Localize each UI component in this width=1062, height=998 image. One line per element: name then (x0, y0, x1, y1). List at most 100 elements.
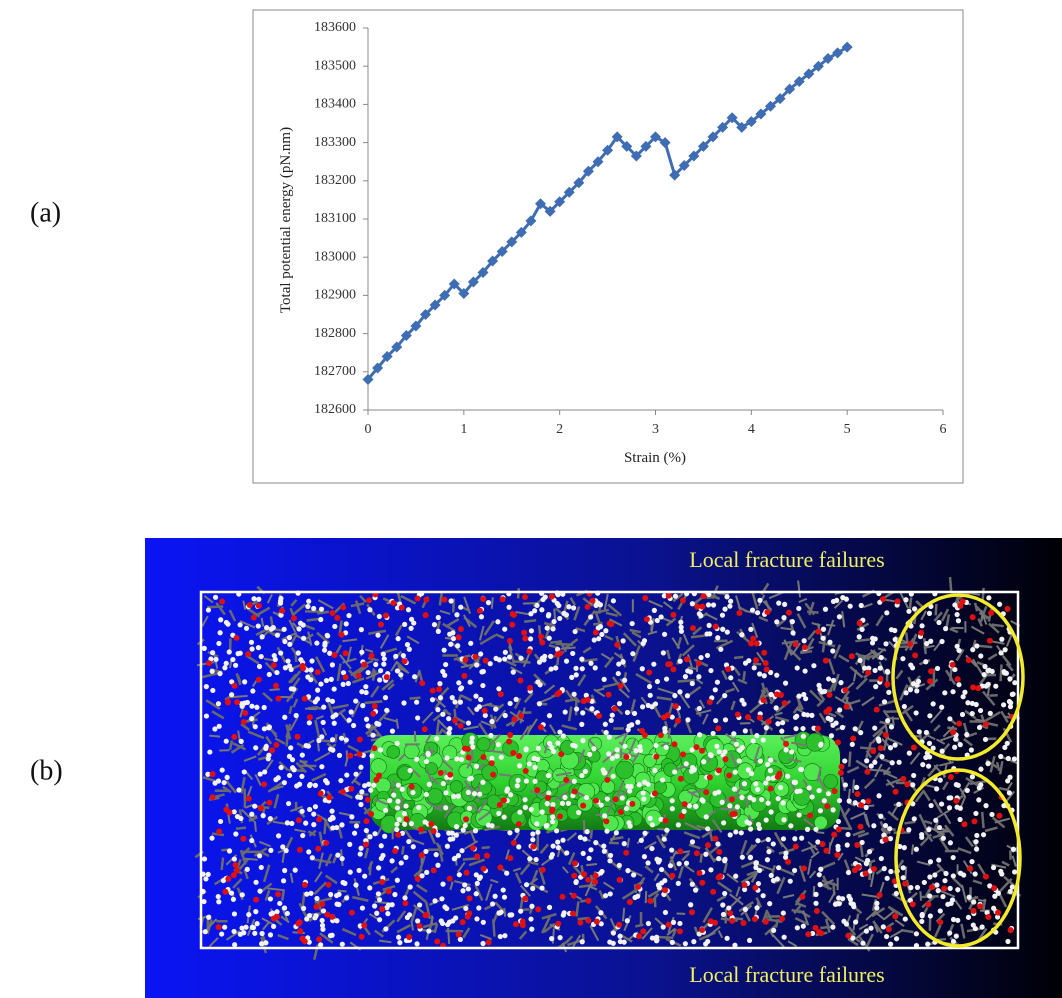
bond (756, 863, 774, 872)
hydrogen (956, 682, 962, 688)
hydrogen (205, 607, 212, 613)
bond (792, 705, 800, 714)
hydrogen (443, 661, 449, 668)
hydrogen (887, 745, 894, 751)
hydrogen (791, 779, 797, 785)
bond (549, 724, 557, 735)
hydrogen (836, 797, 843, 804)
bond (894, 919, 905, 927)
oxygen (527, 684, 534, 691)
bond (626, 837, 631, 848)
bond (923, 644, 935, 649)
bond (335, 644, 343, 654)
data-point (611, 131, 623, 143)
hydrogen (587, 751, 593, 757)
bond (379, 634, 390, 649)
hydrogen (282, 867, 288, 874)
hydrogen (318, 942, 324, 948)
bond (602, 881, 615, 891)
oxygen (850, 735, 857, 742)
hydrogen (527, 636, 534, 642)
hydrogen (602, 721, 608, 727)
oxygen (677, 848, 684, 855)
oxygen (368, 652, 375, 659)
hydrogen (463, 905, 469, 912)
oxygen (306, 714, 313, 721)
hydrogen (522, 804, 528, 810)
hydrogen (738, 830, 744, 836)
oxygen (983, 721, 990, 728)
hydrogen (877, 665, 883, 671)
oxygen (611, 705, 618, 712)
hydrogen (478, 696, 484, 703)
hydrogen (835, 843, 841, 849)
bond (518, 930, 528, 940)
hydrogen (847, 603, 853, 609)
bond (971, 592, 981, 596)
bond (975, 718, 985, 723)
hydrogen (977, 707, 984, 714)
oxygen (215, 924, 222, 931)
hydrogen (550, 814, 556, 820)
bond (336, 663, 342, 682)
hydrogen (720, 902, 726, 908)
hydrogen (423, 848, 429, 855)
hydrogen (649, 845, 655, 852)
hydrogen (555, 839, 561, 845)
hydrogen (703, 814, 709, 820)
bond (807, 858, 812, 875)
data-point (803, 68, 815, 80)
hydrogen (523, 747, 529, 753)
hydrogen (939, 704, 945, 710)
hydrogen (289, 765, 296, 771)
hydrogen (971, 899, 977, 905)
oxygen (904, 781, 911, 788)
oxygen (728, 796, 735, 803)
hydrogen (859, 626, 865, 633)
hydrogen (229, 692, 235, 698)
bond (295, 761, 308, 774)
bond (861, 696, 875, 707)
hydrogen (780, 836, 787, 842)
hydrogen (677, 658, 683, 664)
bond (509, 711, 525, 723)
bond (575, 627, 586, 633)
hydrogen (782, 601, 788, 608)
hydrogen (748, 626, 754, 632)
hydrogen (859, 839, 865, 846)
hydrogen (513, 696, 519, 702)
oxygen (694, 603, 701, 610)
hydrogen (551, 618, 557, 625)
hydrogen (776, 865, 782, 871)
bond (477, 798, 488, 814)
bond (873, 924, 879, 933)
bond (460, 663, 475, 669)
hydrogen (452, 855, 458, 861)
bond (577, 674, 587, 687)
hydrogen (502, 649, 508, 655)
bond (401, 846, 405, 855)
hydrogen (446, 716, 452, 722)
data-point (391, 341, 403, 353)
hydrogen (928, 638, 934, 644)
hydrogen (377, 897, 383, 903)
hydrogen (878, 855, 884, 862)
oxygen (585, 897, 592, 904)
bond (817, 691, 826, 702)
oxygen (752, 884, 759, 891)
hydrogen (376, 721, 382, 727)
hydrogen (617, 938, 623, 945)
hydrogen (410, 789, 416, 796)
hydrogen (1007, 774, 1013, 780)
oxygen (834, 851, 841, 858)
panel-label: (a) (30, 197, 61, 228)
hydrogen (616, 701, 623, 707)
hydrogen (789, 749, 795, 755)
bond (865, 749, 873, 759)
bond (684, 822, 701, 832)
hydrogen (455, 793, 461, 799)
hydrogen (395, 798, 401, 804)
hydrogen (480, 940, 486, 947)
bond (203, 595, 214, 604)
hydrogen (319, 764, 325, 770)
